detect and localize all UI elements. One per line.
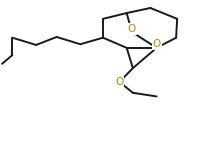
Text: O: O bbox=[115, 77, 124, 87]
Text: O: O bbox=[128, 24, 136, 34]
Text: O: O bbox=[152, 39, 161, 49]
